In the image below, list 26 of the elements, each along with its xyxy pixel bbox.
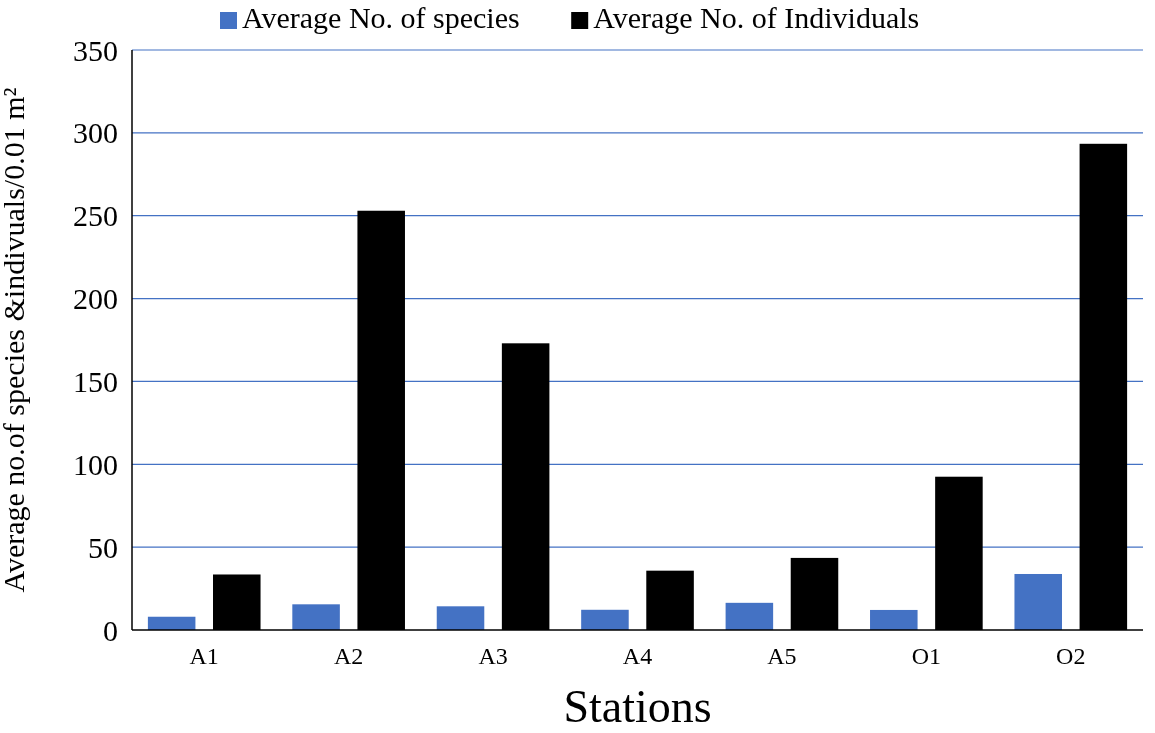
x-tick-label: A4 [622, 643, 653, 669]
x-tick-label: A3 [478, 643, 508, 669]
y-tick-label: 250 [73, 199, 118, 233]
legend-label: Average No. of species [242, 1, 520, 34]
x-tick-label: O2 [1056, 643, 1086, 669]
bar [1014, 573, 1062, 630]
bar [870, 609, 918, 630]
bar [147, 616, 196, 630]
x-axis-title: Stations [563, 681, 712, 732]
bar [725, 602, 774, 630]
bar [292, 604, 340, 630]
y-axis-title: Average no.of species &indivuals/0.01 m² [0, 87, 30, 593]
x-tick-label: O1 [911, 643, 942, 669]
y-tick-label: 0 [103, 613, 118, 647]
y-tick-label: 100 [73, 447, 118, 481]
y-tick-label: 150 [73, 364, 118, 398]
x-tick-label: A1 [189, 643, 219, 669]
bar [436, 606, 485, 630]
x-tick-label: A2 [333, 643, 364, 669]
legend-label: Average No. of Individuals [593, 1, 920, 34]
x-tick-label: A5 [767, 643, 797, 669]
y-tick-label: 350 [73, 33, 118, 67]
y-tick-label: 300 [73, 116, 118, 150]
y-tick-label: 200 [73, 282, 118, 316]
y-tick-label: 50 [88, 530, 118, 564]
bar [581, 609, 629, 630]
